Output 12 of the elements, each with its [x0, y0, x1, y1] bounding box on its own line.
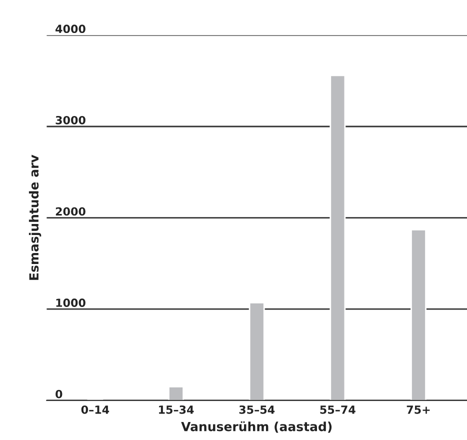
- y-tick-label: 4000: [56, 24, 86, 34]
- y-tick-label: 3000: [56, 116, 86, 124]
- y-axis-title: Esmasjuhtude arv: [28, 154, 42, 280]
- x-tick-label: 75+: [406, 406, 430, 414]
- x-tick-label: 0–14: [81, 405, 110, 414]
- x-tick-label: 35–54: [239, 405, 275, 414]
- y-tick-label: 1000: [56, 298, 86, 307]
- y-tick-label: 0: [56, 390, 62, 398]
- x-axis-title: Vanuserühm (aastad): [181, 421, 332, 433]
- x-tick-label: 15–34: [159, 405, 194, 414]
- x-tick-label: 55–74: [320, 406, 356, 414]
- y-tick-label: 2000: [56, 207, 86, 216]
